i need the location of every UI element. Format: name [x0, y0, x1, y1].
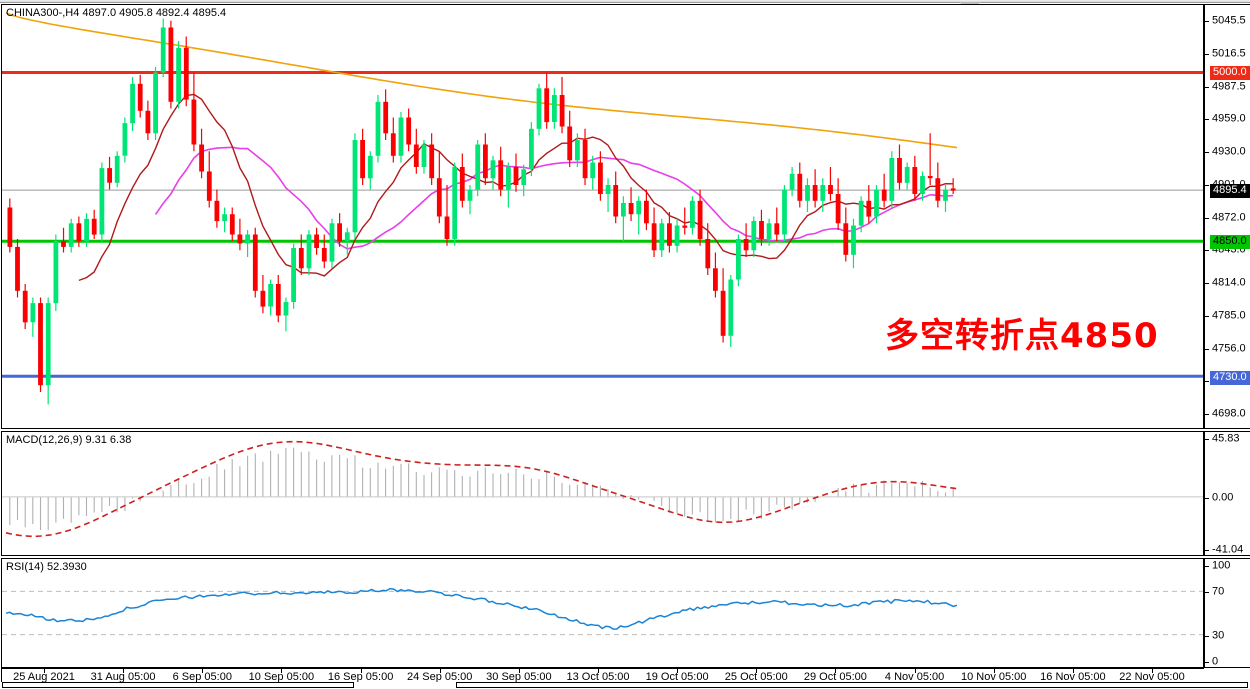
price-axis-tick-label: 5045.5: [1212, 14, 1246, 27]
price-axis-tick-label: 4959.0: [1212, 112, 1246, 125]
rsi-axis-tick: [1204, 662, 1209, 663]
price-axis-tick: [1204, 217, 1209, 219]
time-axis-tick: [44, 669, 45, 673]
macd-axis-tick: [1204, 439, 1209, 440]
macd-axis[interactable]: 45.83 0.00 -41.04: [1204, 431, 1250, 556]
price-axis-tick: [1204, 21, 1209, 23]
time-axis-label: 29 Oct 05:00: [803, 671, 867, 683]
price-axis-tick: [1204, 414, 1209, 416]
time-axis-tick: [1152, 669, 1153, 673]
rsi-axis-tick-label: 0: [1212, 655, 1219, 668]
time-axis-tick: [835, 669, 837, 673]
time-axis-label: 31 Aug 05:00: [90, 671, 156, 683]
macd-axis-tick-label: -41.04: [1212, 543, 1244, 556]
title-bar-strip: [0, 0, 1250, 3]
current-price-badge[interactable]: 4895.4: [1210, 184, 1250, 199]
price-axis-tick: [1204, 151, 1209, 153]
time-axis-tick: [202, 669, 204, 673]
time-axis-label: 6 Sep 05:00: [172, 671, 232, 683]
rsi-axis-tick: [1204, 636, 1209, 637]
time-axis-label: 16 Nov 05:00: [1040, 671, 1106, 683]
rsi-axis-tick-label: 30: [1212, 629, 1225, 642]
price-axis-tick: [1204, 283, 1209, 285]
time-axis-tick: [123, 669, 125, 673]
time-axis-label: 19 Oct 05:00: [645, 671, 709, 683]
time-axis-label: 10 Sep 05:00: [248, 671, 315, 683]
price-axis-tick-label: 4843.0: [1212, 243, 1246, 256]
bottom-chrome: [0, 682, 1250, 689]
price-axis-tick: [1204, 250, 1209, 252]
price-axis-tick-label: 4785.0: [1212, 309, 1246, 322]
pivot-4850-badge[interactable]: 4850.0: [1210, 235, 1250, 250]
macd-plot[interactable]: [2, 432, 1203, 555]
price-axis-tick-label: 4814.0: [1212, 276, 1246, 289]
rsi-axis-tick: [1204, 592, 1209, 593]
macd-axis-tick-label: 45.83: [1212, 432, 1240, 445]
time-axis-label: 25 Oct 05:00: [724, 671, 788, 683]
time-axis-label: 25 Aug 2021: [13, 671, 75, 683]
time-axis-tick: [439, 669, 441, 673]
rsi-axis[interactable]: 100 70 30 0: [1204, 558, 1250, 668]
price-axis-tick-label: 5016.5: [1212, 47, 1246, 60]
time-axis-tick: [281, 669, 283, 673]
price-axis-tick-label: 4698.0: [1212, 407, 1246, 420]
price-axis-tick-label: 4987.5: [1212, 80, 1246, 93]
time-axis-tick: [914, 669, 916, 673]
time-axis-tick: [677, 669, 679, 673]
bottom-panel-left[interactable]: [2, 682, 354, 688]
macd-pane[interactable]: MACD(12,26,9) 9.31 6.38: [1, 431, 1204, 556]
time-axis-tick: [598, 669, 599, 673]
resistance-5000-badge[interactable]: 5000.0: [1210, 65, 1250, 80]
time-axis-label: 10 Nov 05:00: [960, 671, 1027, 683]
support-4730-badge[interactable]: 4730.0: [1210, 371, 1250, 385]
macd-axis-tick: [1204, 550, 1209, 551]
time-axis-label: 30 Sep 05:00: [486, 671, 552, 683]
time-axis[interactable]: 25 Aug 2021 31 Aug 05:00 6 Sep 05:00 10 Sep…: [1, 668, 1204, 684]
price-axis-tick: [1204, 86, 1209, 88]
time-axis-label: 16 Sep 05:00: [327, 671, 394, 683]
time-axis-label: 24 Sep 05:00: [406, 671, 473, 683]
time-axis-tick: [1072, 669, 1074, 673]
price-axis-tick-label: 4872.0: [1212, 211, 1246, 223]
bottom-panel-right[interactable]: [456, 682, 1248, 688]
price-axis-tick: [1204, 381, 1209, 383]
price-axis-tick: [1204, 119, 1209, 121]
time-axis-tick: [518, 669, 520, 673]
price-pane[interactable]: CHINA300-,H4 4897.0 4905.8 4892.4 4895.4: [1, 4, 1204, 429]
rsi-axis-tick: [1204, 566, 1209, 567]
chart-annotation-text: 多空转折点4850: [885, 316, 1159, 356]
time-axis-tick: [360, 669, 362, 673]
time-axis-label: 13 Oct 05:00: [566, 671, 630, 683]
macd-label: MACD(12,26,9) 9.31 6.38: [6, 434, 132, 446]
price-axis-spine: [1204, 5, 1205, 428]
macd-axis-tick-label: 0.00: [1212, 491, 1234, 504]
time-axis-label: 22 Nov 05:00: [1119, 671, 1185, 683]
price-axis-tick: [1204, 184, 1209, 186]
price-axis-tick-label: 4930.0: [1212, 145, 1246, 158]
macd-axis-spine: [1204, 432, 1205, 555]
symbol-header: CHINA300-,H4 4897.0 4905.8 4892.4 4895.4: [6, 7, 227, 19]
price-axis-tick: [1204, 54, 1209, 56]
rsi-label: RSI(14) 52.3930: [6, 561, 87, 573]
price-axis[interactable]: 5045.55016.54987.54959.04930.04901.04872…: [1204, 4, 1250, 429]
rsi-axis-tick-label: 70: [1212, 585, 1225, 598]
time-axis-tick: [756, 669, 758, 673]
price-axis-tick: [1204, 315, 1209, 317]
rsi-plot[interactable]: [2, 559, 1203, 667]
price-axis-tick-label: 4756.0: [1212, 342, 1246, 355]
price-axis-tick: [1204, 348, 1209, 350]
rsi-axis-spine: [1204, 559, 1205, 667]
macd-axis-tick: [1204, 497, 1209, 499]
price-plot[interactable]: [2, 5, 1203, 428]
rsi-axis-tick-label: 100: [1212, 559, 1231, 572]
time-axis-tick: [993, 669, 995, 673]
time-axis-label: 4 Nov 05:00: [884, 671, 945, 683]
rsi-pane[interactable]: RSI(14) 52.3930: [1, 558, 1204, 668]
